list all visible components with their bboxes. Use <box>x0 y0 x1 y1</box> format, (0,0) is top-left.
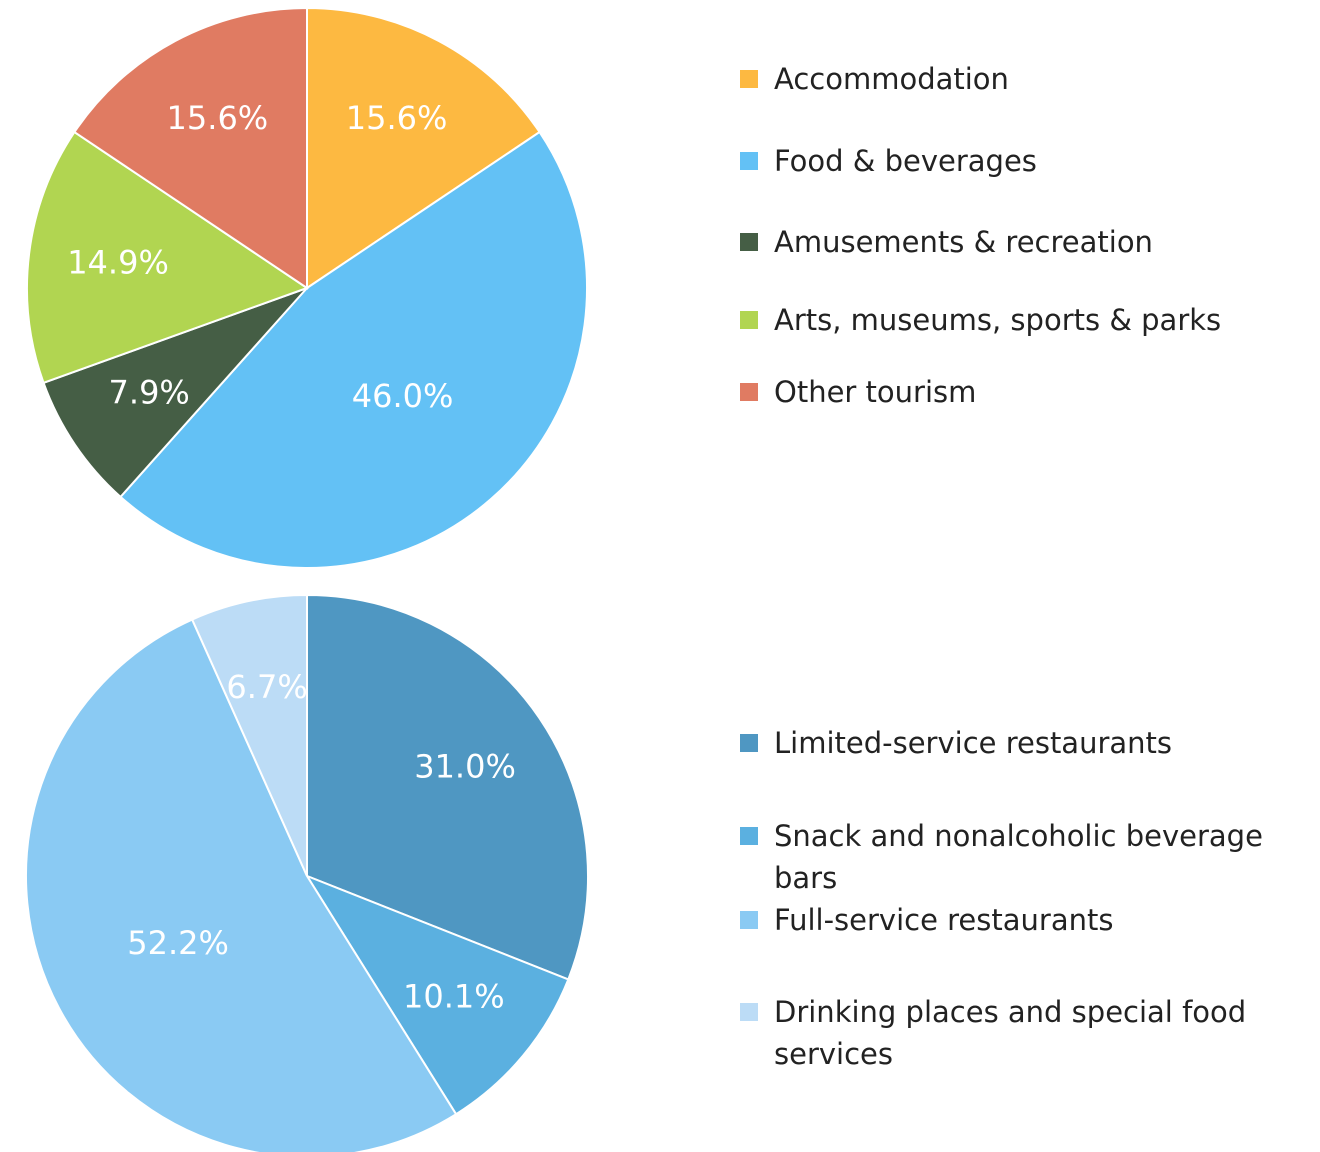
slice-label: 15.6% <box>346 99 448 137</box>
legend-label: Accommodation <box>774 62 1009 96</box>
pie-slice <box>119 130 588 569</box>
legend-swatch <box>740 734 758 752</box>
legend-item: Snack and nonalcoholic beverage bars <box>740 815 1270 899</box>
legend-swatch <box>740 1003 758 1021</box>
pie-slice <box>73 6 308 290</box>
legend-item: Arts, museums, sports & parks <box>740 299 1280 341</box>
legend-item: Food & beverages <box>740 140 1280 182</box>
legend-swatch <box>740 70 758 88</box>
slice-label: 52.2% <box>127 924 229 962</box>
slice-label: 7.9% <box>109 374 190 412</box>
slice-label: 46.0% <box>352 377 454 415</box>
pie-slice <box>190 593 308 877</box>
legend-label: Full-service restaurants <box>774 903 1114 937</box>
pie-slice <box>25 618 458 1152</box>
pie-slice <box>26 130 310 385</box>
slice-label: 10.1% <box>403 977 505 1015</box>
pie-slice <box>42 287 308 499</box>
legend-label: Limited-service restaurants <box>774 726 1173 760</box>
slice-label: 14.9% <box>67 244 169 282</box>
legend-item: Amusements & recreation <box>740 221 1280 263</box>
pie-slice <box>304 873 570 1116</box>
legend-swatch <box>740 152 758 170</box>
legend-label: Snack and nonalcoholic beverage bars <box>774 819 1263 895</box>
legend-swatch <box>740 911 758 929</box>
pie-slice <box>306 6 541 290</box>
legend-swatch <box>740 311 758 329</box>
legend-item: Drinking places and special food service… <box>740 991 1270 1075</box>
legend-label: Amusements & recreation <box>774 225 1153 259</box>
legend-swatch <box>740 383 758 401</box>
slice-label: 6.7% <box>226 668 307 706</box>
legend-item: Full-service restaurants <box>740 899 1270 941</box>
legend-item: Other tourism <box>740 371 1280 413</box>
legend-swatch <box>740 827 758 845</box>
legend-label: Other tourism <box>774 375 977 409</box>
slice-label: 15.6% <box>167 99 269 137</box>
legend-item: Accommodation <box>740 58 1280 100</box>
slice-label: 31.0% <box>414 748 516 786</box>
legend-label: Arts, museums, sports & parks <box>774 303 1222 337</box>
legend-swatch <box>740 233 758 251</box>
legend-item: Limited-service restaurants <box>740 722 1270 764</box>
legend-label: Drinking places and special food service… <box>774 995 1247 1071</box>
legend-label: Food & beverages <box>774 144 1037 178</box>
pie-slice <box>306 593 589 981</box>
